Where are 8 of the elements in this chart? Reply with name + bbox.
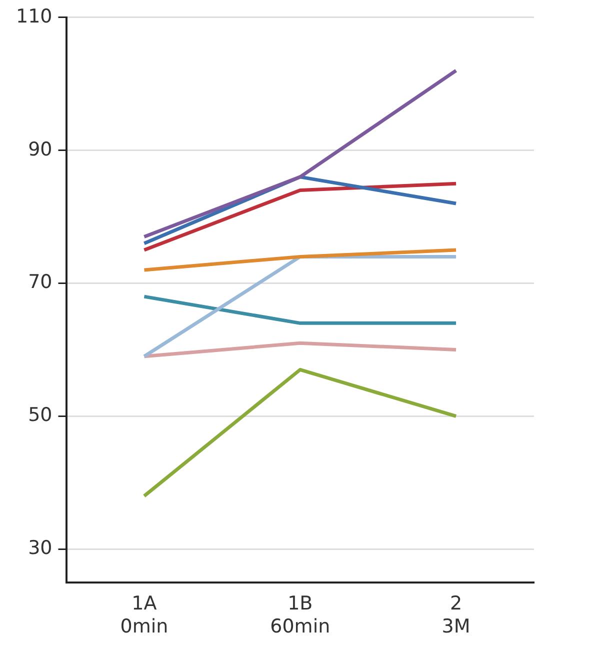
- y-tick-label: 110: [16, 5, 52, 28]
- x-tick-label: 1B 60min: [270, 592, 330, 638]
- x-tick-label: 2 3M: [442, 592, 470, 638]
- x-tick-label: 1A 0min: [120, 592, 168, 638]
- y-tick-label: 30: [28, 537, 52, 560]
- y-tick-label: 70: [28, 271, 52, 294]
- y-tick-label: 90: [28, 138, 52, 160]
- y-tick-label: 50: [28, 404, 52, 426]
